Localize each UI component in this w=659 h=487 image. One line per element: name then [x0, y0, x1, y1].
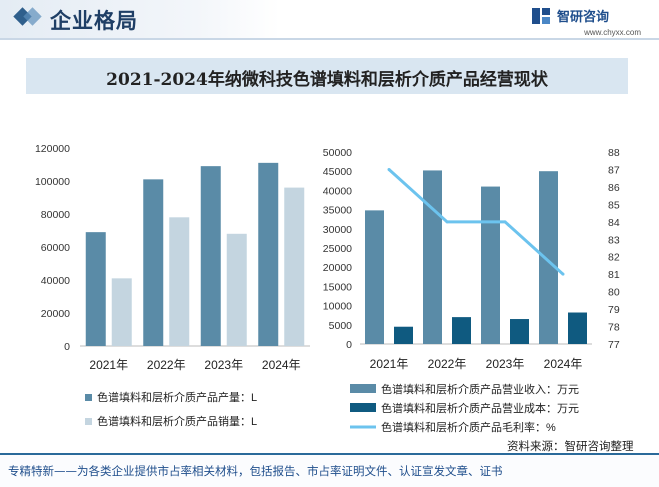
header-divider [0, 38, 659, 40]
series-line-gross-margin [387, 168, 565, 276]
y-tick-label: 40000 [41, 275, 70, 287]
bar-production [258, 162, 279, 346]
brand-name: 智研咨询 [557, 10, 610, 25]
y-tick-label: 10000 [323, 301, 352, 313]
x-tick-label: 2023年 [486, 357, 525, 371]
bar-revenue [481, 186, 500, 344]
line-point [445, 220, 449, 224]
chart-title: 2021-2024年纳微科技色谱填料和层析介质产品经营现状 [106, 70, 548, 90]
x-tick-label: 2023年 [204, 358, 243, 372]
y-tick-label: 80000 [41, 209, 70, 221]
x-tick-label: 2024年 [262, 358, 301, 372]
bar-cost [394, 326, 413, 344]
y-tick-label: 120000 [35, 143, 70, 155]
y-tick-label: 50000 [323, 147, 352, 159]
x-tick-label: 2021年 [89, 358, 128, 372]
bar-cost [452, 317, 471, 344]
y-tick-label: 0 [64, 341, 70, 353]
revenue-cost-margin-chart: 0 5000 10000 15000 20000 25000 30000 35000 40000… [323, 147, 620, 434]
bar-production [143, 179, 164, 346]
y2-tick-label: 78 [608, 322, 620, 334]
y2-tick-label: 82 [608, 252, 620, 264]
legend-label: 色谱填料和层析介质产品销量：L [97, 414, 257, 428]
bar-cost [568, 312, 587, 344]
x-tick-label: 2022年 [428, 357, 467, 371]
y-tick-label: 20000 [41, 308, 70, 320]
y2-tick-label: 84 [608, 217, 620, 229]
bar-production [85, 232, 106, 346]
legend-label: 色谱填料和层析介质产品营业成本：万元 [381, 401, 579, 415]
y2-tick-label: 87 [608, 164, 620, 176]
line-point [387, 167, 391, 171]
y-tick-label: 30000 [323, 224, 352, 236]
production-sales-chart: 0 20000 40000 60000 80000 100000 120000 2021年 20… [35, 143, 310, 428]
legend-swatch [85, 418, 92, 425]
y2-tick-label: 86 [608, 182, 620, 194]
y-tick-label: 45000 [323, 166, 352, 178]
y-tick-label: 20000 [323, 262, 352, 274]
line-point [503, 220, 507, 224]
source-note: 资料来源：智研咨询整理 [507, 439, 634, 453]
y2-tick-label: 88 [608, 147, 620, 159]
zhiyan-logo-icon [532, 8, 550, 24]
bar-revenue [365, 210, 384, 344]
bar-sales [111, 278, 132, 346]
brand-url: www.chyxx.com [584, 28, 641, 37]
y2-tick-label: 81 [608, 269, 620, 281]
legend-swatch [350, 403, 376, 412]
legend-label: 色谱填料和层析介质产品毛利率：% [381, 420, 556, 434]
y-tick-label: 60000 [41, 242, 70, 254]
bar-sales [169, 217, 190, 346]
legend-label: 色谱填料和层析介质产品营业收入：万元 [381, 382, 579, 396]
y2-tick-label: 79 [608, 304, 620, 316]
legend-swatch [85, 394, 92, 401]
page-footer: 专精特新——为各类企业提供市占率相关材料，包括报告、市占率证明文件、认证宣发文章… [0, 453, 659, 487]
bar-revenue [423, 170, 442, 344]
bar-cost [510, 319, 529, 344]
bar-sales [284, 187, 305, 346]
y-tick-label: 0 [346, 339, 352, 351]
x-tick-label: 2021年 [370, 357, 409, 371]
bar-revenue [539, 171, 558, 344]
legend-label: 色谱填料和层析介质产品产量：L [97, 390, 257, 404]
bar-sales [226, 233, 247, 346]
x-tick-label: 2024年 [544, 357, 583, 371]
section-title: 企业格局 [50, 9, 138, 33]
page-header: 企业格局 智研咨询 www.chyxx.com [0, 0, 659, 40]
footer-text: 专精特新——为各类企业提供市占率相关材料，包括报告、市占率证明文件、认证宣发文章… [8, 464, 503, 478]
y-tick-label: 40000 [323, 185, 352, 197]
brand: 智研咨询 [532, 5, 641, 27]
legend-swatch [350, 384, 376, 393]
y2-tick-label: 80 [608, 287, 620, 299]
chart-title-bar: 2021-2024年纳微科技色谱填料和层析介质产品经营现状 [26, 58, 628, 94]
line-point [561, 272, 565, 276]
y-tick-label: 35000 [323, 205, 352, 217]
y-tick-label: 25000 [323, 243, 352, 255]
y-tick-label: 100000 [35, 176, 70, 188]
y2-tick-label: 77 [608, 339, 620, 351]
y-tick-label: 5000 [329, 320, 353, 332]
y2-tick-label: 83 [608, 234, 620, 246]
x-tick-label: 2022年 [147, 358, 186, 372]
y2-tick-label: 85 [608, 199, 620, 211]
header-band [0, 0, 280, 40]
bar-production [200, 166, 221, 346]
y-tick-label: 15000 [323, 281, 352, 293]
